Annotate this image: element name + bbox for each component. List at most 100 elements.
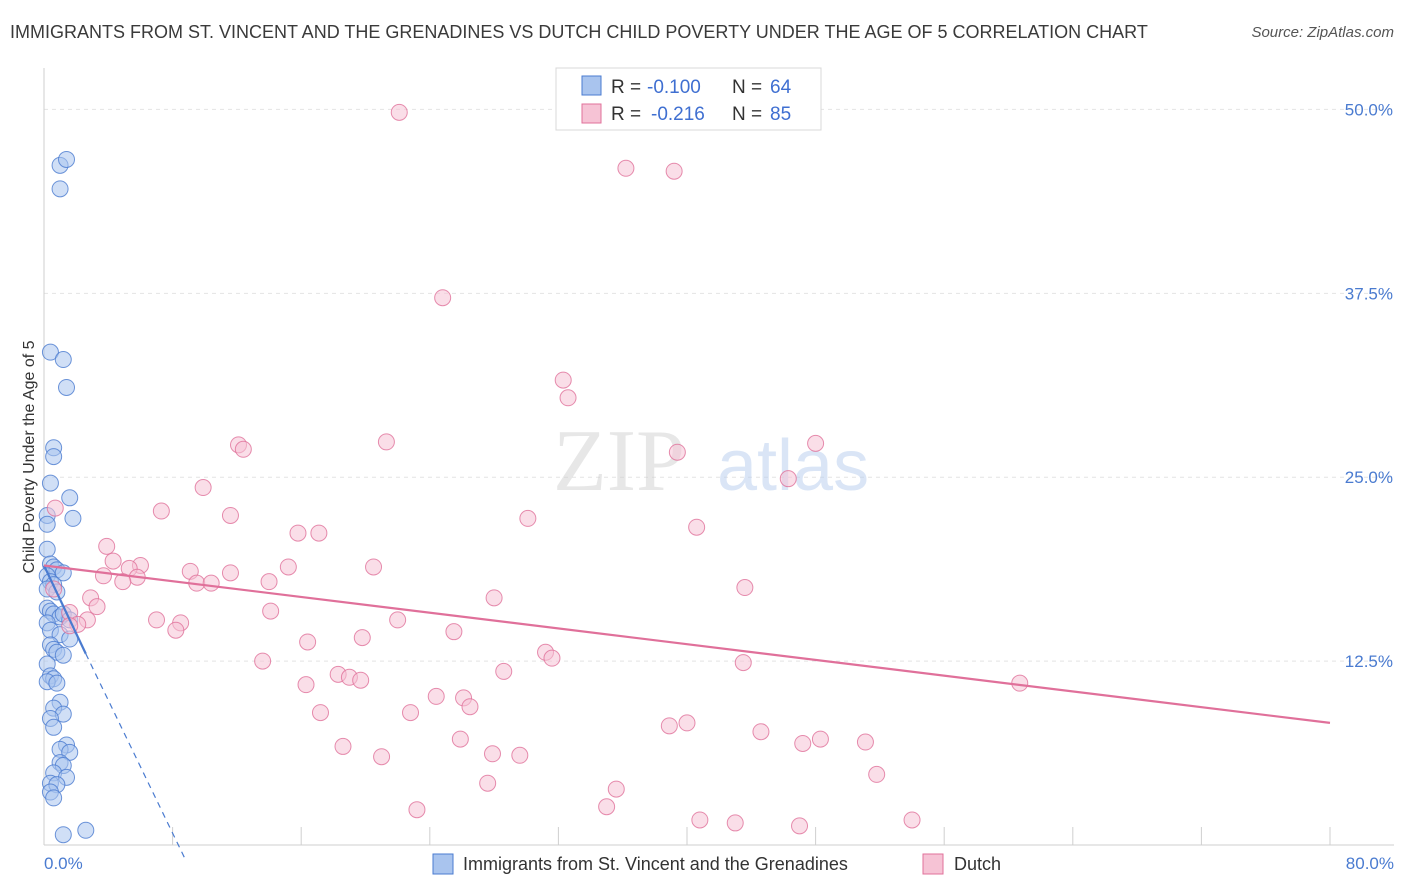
data-point	[389, 611, 407, 629]
legend-swatch-dutch	[581, 103, 602, 124]
data-point	[41, 343, 59, 361]
data-point	[45, 789, 63, 807]
data-point	[202, 574, 220, 592]
data-point	[598, 798, 616, 816]
legend-box: R = -0.100 N = 64 R = -0.216 N = 85	[555, 67, 822, 131]
data-point	[559, 389, 577, 407]
data-point	[483, 745, 501, 763]
data-point	[434, 289, 452, 307]
data-point	[495, 662, 513, 680]
data-point	[167, 621, 185, 639]
data-point	[98, 537, 116, 555]
data-point	[260, 573, 278, 591]
data-point	[299, 633, 317, 651]
data-point	[234, 440, 252, 458]
data-point	[660, 717, 678, 735]
data-point	[390, 103, 408, 121]
data-point	[45, 718, 63, 736]
trend-lines	[43, 564, 1331, 860]
data-point	[310, 524, 328, 542]
data-point	[445, 623, 463, 641]
y-tick-label: 12.5%	[1345, 652, 1393, 671]
data-point	[607, 780, 625, 798]
chart-title: IMMIGRANTS FROM ST. VINCENT AND THE GREN…	[10, 22, 1148, 42]
data-point	[791, 817, 809, 835]
data-point	[726, 814, 744, 832]
data-point	[38, 540, 56, 558]
x-tick-label-max: 80.0%	[1346, 854, 1394, 873]
data-point	[64, 509, 82, 527]
bottom-legend-label-immigrants: Immigrants from St. Vincent and the Gren…	[463, 854, 848, 874]
y-tick-labels: 12.5% 25.0% 37.5% 50.0%	[1345, 100, 1393, 671]
data-point	[262, 602, 280, 620]
data-point	[311, 704, 329, 722]
watermark: ZIP atlas	[553, 413, 869, 510]
data-point	[511, 746, 529, 764]
data-point	[427, 687, 445, 705]
data-point	[152, 502, 170, 520]
data-point	[334, 737, 352, 755]
bottom-legend-swatch-immigrants	[432, 853, 454, 875]
data-point	[114, 573, 132, 591]
data-point	[688, 518, 706, 536]
legend-n-value-dutch: 85	[770, 104, 791, 125]
data-point	[691, 811, 709, 829]
data-point	[665, 162, 683, 180]
legend-n-label: N =	[732, 104, 762, 125]
grid-lines	[44, 108, 1394, 662]
data-point	[77, 821, 95, 839]
data-point	[903, 811, 921, 829]
data-point	[807, 434, 825, 452]
data-point	[38, 515, 56, 533]
data-point	[868, 765, 886, 783]
data-point	[479, 774, 497, 792]
legend-r-label: R =	[611, 104, 641, 125]
legend-r-label: R =	[611, 77, 641, 98]
data-point	[221, 506, 239, 524]
series-immigrants-points	[38, 150, 95, 844]
data-point	[297, 676, 315, 694]
legend-swatch-immigrants	[581, 75, 602, 96]
bottom-legend-label-dutch: Dutch	[954, 854, 1001, 874]
data-point	[51, 180, 69, 198]
data-point	[794, 734, 812, 752]
data-point	[678, 714, 696, 732]
data-point	[543, 649, 561, 667]
data-point	[58, 150, 76, 168]
data-point	[289, 524, 307, 542]
y-tick-label: 25.0%	[1345, 468, 1393, 487]
data-point	[61, 489, 79, 507]
legend-n-value-immigrants: 64	[770, 77, 792, 98]
x-tick-marks	[43, 827, 1331, 845]
legend-r-value-dutch: -0.216	[651, 104, 705, 125]
data-point	[279, 558, 297, 576]
data-point	[54, 351, 72, 369]
data-point	[779, 470, 797, 488]
data-point	[54, 646, 72, 664]
y-tick-label: 37.5%	[1345, 284, 1393, 303]
data-point	[408, 801, 426, 819]
data-point	[353, 629, 371, 647]
data-point	[48, 674, 66, 692]
data-point	[668, 443, 686, 461]
data-point	[811, 730, 829, 748]
data-point	[554, 371, 572, 389]
data-point	[41, 474, 59, 492]
bottom-legend-swatch-dutch	[922, 853, 944, 875]
data-point	[45, 448, 63, 466]
trend-line	[43, 565, 87, 655]
series-dutch-points	[45, 103, 1029, 835]
watermark-atlas: atlas	[717, 426, 869, 506]
data-point	[46, 499, 64, 517]
data-point	[519, 509, 537, 527]
data-point	[148, 611, 166, 629]
data-point	[451, 730, 469, 748]
legend-n-label: N =	[732, 77, 762, 98]
y-axis-label: Child Poverty Under the Age of 5	[21, 340, 38, 573]
data-point	[88, 598, 106, 616]
data-point	[856, 733, 874, 751]
data-point	[94, 567, 112, 585]
data-point	[221, 564, 239, 582]
data-point	[736, 579, 754, 597]
